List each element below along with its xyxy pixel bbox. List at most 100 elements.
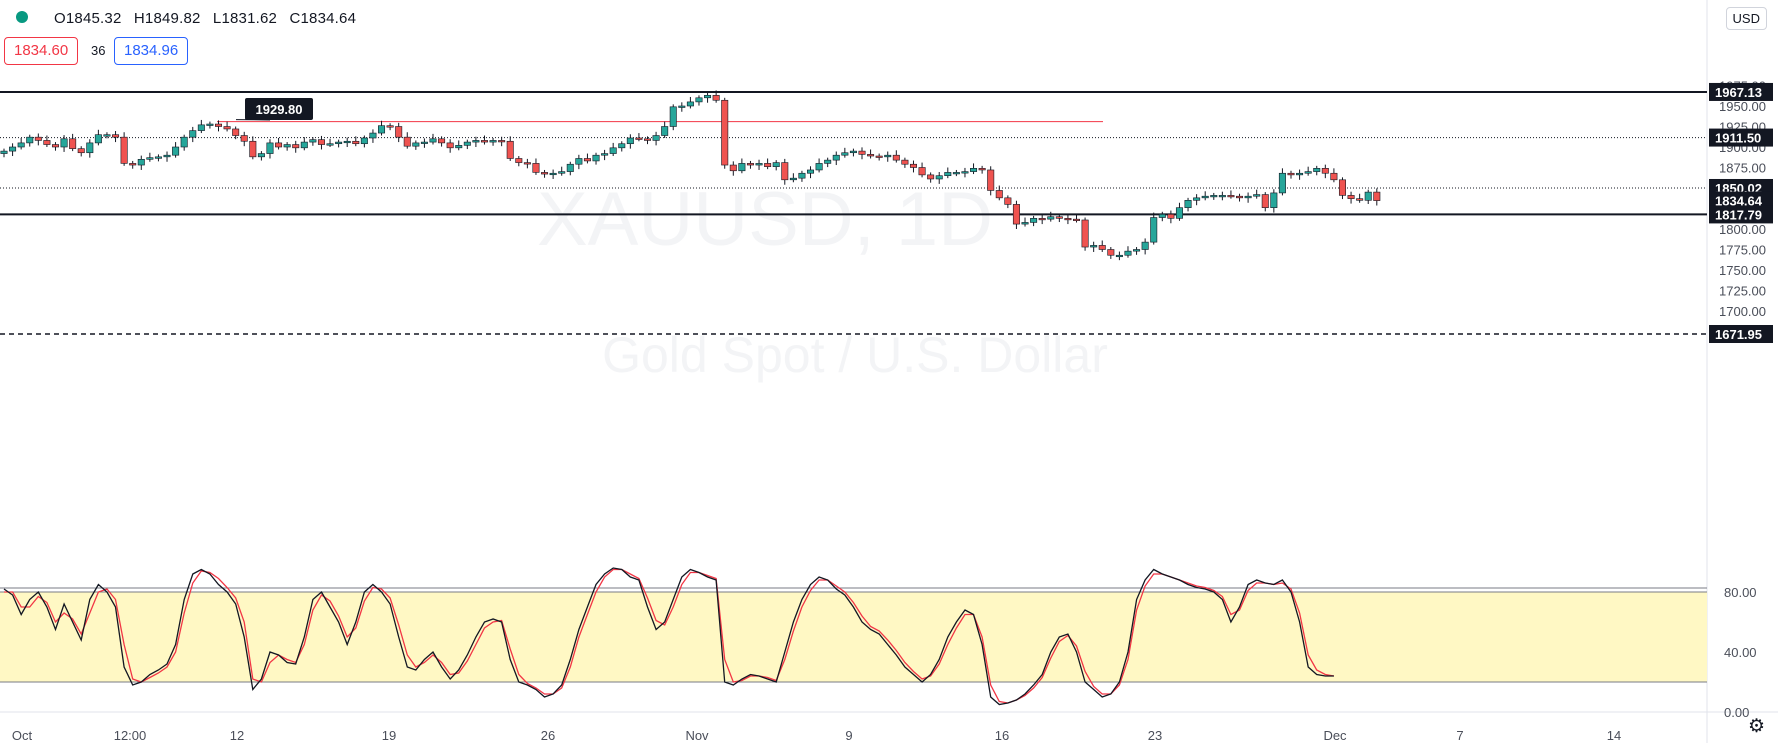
candle-body (1227, 195, 1235, 198)
candle-body (412, 142, 420, 147)
candle-body (1210, 195, 1218, 198)
candle-body (1338, 179, 1346, 196)
candle-body (1055, 216, 1063, 219)
candle-body (549, 172, 557, 176)
candle-body (1253, 194, 1261, 197)
stoch-tick-label: 40.00 (1724, 645, 1757, 660)
candle-body (686, 101, 694, 107)
candle-body (9, 146, 17, 152)
sell-price-button[interactable]: 1834.60 (4, 37, 79, 65)
price-label-text: 1671.95 (1715, 327, 1762, 342)
callout-box (245, 98, 313, 120)
candle-body (1321, 168, 1329, 174)
candle-body (1133, 249, 1141, 252)
candle-body (1304, 171, 1312, 174)
candle-body (17, 142, 25, 148)
time-tick-label: 26 (541, 728, 555, 743)
price-label-box (1709, 128, 1773, 147)
market-open-dot (16, 11, 28, 23)
candle-body (1047, 216, 1055, 220)
candle-body (1364, 191, 1372, 201)
candle-body (395, 126, 403, 138)
candle-body (249, 140, 257, 158)
candle-body (1090, 245, 1098, 248)
candle-body (583, 158, 591, 162)
candle-body (420, 141, 428, 144)
candle-body (1287, 172, 1295, 176)
candle-body (172, 146, 180, 156)
time-tick-label: 16 (995, 728, 1009, 743)
candle-body (352, 140, 360, 145)
candle-body (901, 159, 909, 165)
spread-value: 36 (91, 43, 106, 58)
candle-body (558, 171, 566, 174)
candle-body (283, 144, 291, 148)
candle-body (1107, 249, 1115, 256)
candle-body (1038, 218, 1046, 221)
currency-button[interactable]: USD (1725, 7, 1767, 30)
candle-body (875, 155, 883, 158)
candle-body (661, 126, 669, 136)
candle-body (146, 157, 154, 160)
candle-body (257, 153, 265, 158)
time-tick-label: 7 (1456, 728, 1463, 743)
candle-body (232, 128, 240, 136)
candle-body (120, 136, 128, 164)
candle-body (472, 140, 480, 143)
candle-body (266, 142, 274, 154)
candle-body (26, 136, 34, 144)
candle-body (215, 123, 223, 127)
candle-body (1313, 168, 1321, 172)
candle-body (746, 163, 754, 166)
candle-body (1330, 172, 1338, 181)
candle-body (970, 168, 978, 172)
time-tick-label: 14 (1607, 728, 1621, 743)
time-tick-label: Dec (1323, 728, 1347, 743)
candle-body (240, 135, 248, 142)
candle-body (429, 138, 437, 143)
candle-body (669, 106, 677, 127)
candle-body (326, 143, 334, 146)
candle-body (1236, 195, 1244, 199)
stoch-band (0, 592, 1707, 682)
buy-price-button[interactable]: 1834.96 (114, 37, 189, 65)
candle-body (738, 163, 746, 172)
candle-body (403, 136, 411, 147)
candle-body (197, 124, 205, 131)
candle-body (566, 163, 574, 172)
candle-body (1201, 195, 1209, 199)
candle-body (815, 163, 823, 171)
candle-body (1278, 172, 1286, 194)
candle-body (1004, 197, 1012, 205)
candle-body (480, 140, 488, 143)
candle-body (0, 150, 8, 154)
gear-icon[interactable]: ⚙ (1747, 716, 1765, 737)
price-tick-label: 1725.00 (1719, 284, 1766, 299)
candle-body (1270, 192, 1278, 208)
candle-body (532, 163, 540, 173)
time-tick-label: 19 (382, 728, 396, 743)
time-tick-label: 12:00 (114, 728, 147, 743)
candle-body (43, 140, 51, 145)
candle-body (1064, 218, 1072, 221)
candle-body (884, 154, 892, 158)
candle-body (1184, 200, 1192, 208)
time-tick-label: Oct (12, 728, 33, 743)
candle-body (386, 125, 394, 128)
candle-body (317, 139, 325, 145)
price-label-box (1709, 191, 1773, 210)
candle-body (652, 135, 660, 141)
candle-body (952, 172, 960, 175)
candle-body (918, 167, 926, 176)
candle-body (189, 130, 197, 138)
ohlc-readout: O1845.32 H1849.82 L1831.62 C1834.64 (54, 10, 364, 27)
candle-body (712, 95, 720, 101)
candle-body (1218, 195, 1226, 198)
candle-body (789, 177, 797, 181)
price-label-box (1709, 82, 1773, 101)
symbol-header: O1845.32 H1849.82 L1831.62 C1834.64 1834… (0, 0, 700, 65)
candle-body (1030, 218, 1038, 223)
candle-body (1073, 218, 1081, 221)
price-label-box (1709, 325, 1773, 344)
